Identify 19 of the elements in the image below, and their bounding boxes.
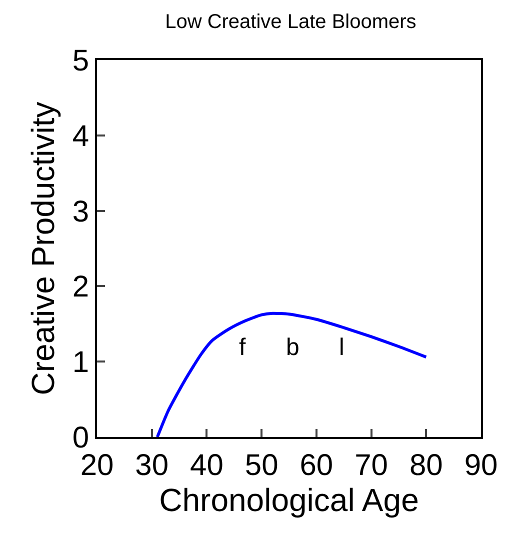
x-tick-label: 30 — [135, 449, 169, 482]
x-tick-label: 70 — [354, 449, 388, 482]
y-tick-label: 4 — [72, 120, 89, 153]
y-tick-label: 5 — [72, 44, 89, 78]
x-tick-label: 60 — [300, 449, 334, 482]
x-tick-label: 80 — [409, 449, 443, 482]
y-axis-title: Creative Productivity — [25, 102, 62, 396]
line-series — [156, 312, 428, 437]
x-tick-label: 50 — [244, 449, 278, 482]
y-tick-label: 2 — [72, 270, 89, 304]
annotation: l — [339, 334, 344, 361]
annotation: f — [239, 334, 246, 361]
y-tick-label: 3 — [72, 195, 89, 228]
x-tick-label: 90 — [464, 449, 498, 482]
annotation: b — [286, 334, 300, 361]
x-tick-label: 40 — [190, 449, 224, 482]
chart-title: Low Creative Late Bloomers — [165, 10, 416, 33]
x-axis-title: Chronological Age — [159, 482, 419, 518]
y-tick-label: 1 — [72, 346, 89, 380]
